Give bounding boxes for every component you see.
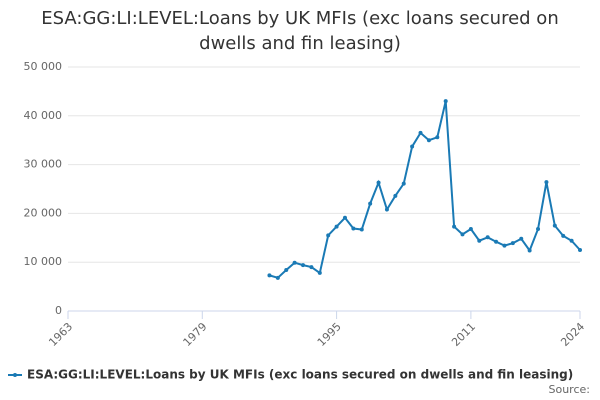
point (569, 238, 574, 243)
legend-label: ESA:GG:LI:LEVEL:Loans by UK MFIs (exc lo… (27, 368, 573, 382)
point (477, 238, 482, 243)
y-tick-label: 30 000 (24, 158, 63, 171)
x-tick-label: 2011 (449, 320, 478, 349)
point (435, 135, 440, 140)
point (460, 232, 465, 237)
point (494, 239, 499, 244)
chart-title: ESA:GG:LI:LEVEL:Loans by UK MFIs (exc lo… (41, 8, 559, 54)
x-tick-label: 1995 (315, 320, 344, 349)
point (393, 193, 398, 198)
legend-marker (13, 373, 17, 377)
point (342, 215, 347, 220)
point (578, 248, 582, 252)
point (376, 180, 381, 185)
point (275, 275, 280, 280)
point (552, 223, 557, 228)
point (426, 138, 431, 143)
point (443, 99, 448, 104)
source: Source: (549, 383, 591, 396)
y-tick-label: 20 000 (24, 206, 63, 219)
point (410, 144, 415, 149)
point (326, 233, 331, 238)
point (292, 260, 297, 265)
point (351, 226, 356, 231)
point (284, 268, 289, 273)
series-line (269, 100, 581, 279)
y-tick-label: 0 (55, 304, 62, 317)
point (527, 248, 532, 253)
point (468, 227, 473, 232)
point (301, 263, 306, 268)
y-tick-label: 50 000 (24, 60, 63, 73)
point (452, 224, 457, 229)
point (384, 207, 389, 212)
x-tick-label: 2024 (558, 320, 587, 349)
y-tick-label: 40 000 (24, 109, 63, 122)
point (544, 180, 549, 185)
point (510, 241, 515, 246)
y-tick-label: 10 000 (24, 255, 63, 268)
point (485, 235, 490, 240)
point (368, 201, 373, 206)
point (519, 236, 524, 241)
point (359, 227, 364, 232)
point (561, 233, 566, 238)
point (401, 181, 406, 186)
point (267, 273, 272, 278)
point (309, 265, 314, 270)
point (536, 227, 541, 232)
point (334, 224, 339, 229)
point (418, 130, 423, 135)
x-tick-label: 1963 (46, 320, 75, 349)
point (502, 243, 507, 248)
x-tick-label: 1979 (181, 320, 210, 349)
point (317, 270, 322, 275)
